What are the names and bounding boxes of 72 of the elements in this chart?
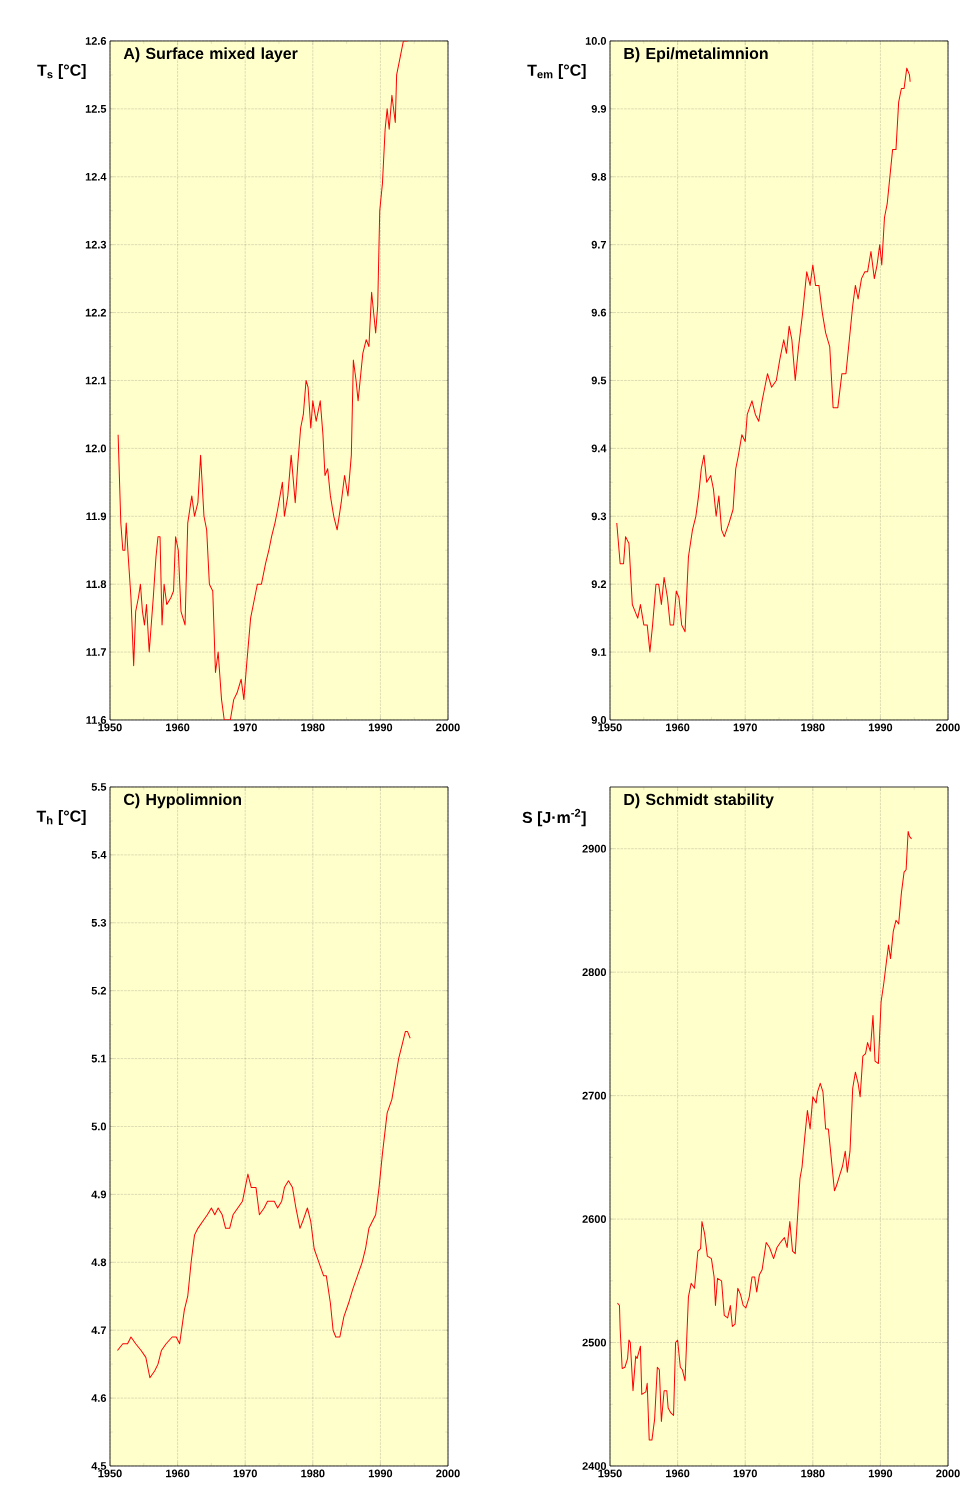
x-tick-label: 1980 xyxy=(801,1469,825,1478)
y-tick-label: 5.3 xyxy=(91,918,107,927)
y-tick-label: 4.8 xyxy=(91,1258,107,1267)
x-tick-label: 2000 xyxy=(936,723,960,732)
y-tick-label: 11.6 xyxy=(86,716,107,724)
y-tick-label: 2400 xyxy=(582,1462,607,1470)
y-tick-label: 2600 xyxy=(582,1215,607,1223)
y-tick-label: 12.6 xyxy=(85,37,107,45)
x-tick-label: 1950 xyxy=(598,1469,622,1478)
y-tick-label: 12.5 xyxy=(85,105,107,113)
y-tick-label: 9.8 xyxy=(591,172,607,181)
y-axis-title: T$_{s}$ [°C] xyxy=(37,64,86,79)
y-tick-label: 5.1 xyxy=(91,1054,107,1063)
y-tick-label: 2900 xyxy=(582,844,607,853)
y-tick-label: 9.4 xyxy=(591,444,607,453)
x-tick-label: 1950 xyxy=(598,723,622,732)
x-tick-label: 1990 xyxy=(868,1469,893,1478)
chart-title: C) Hypolimnion xyxy=(124,793,242,809)
y-tick-label: 4.7 xyxy=(91,1326,106,1334)
x-tick-label: 1970 xyxy=(233,1469,257,1478)
x-tick-label: 1960 xyxy=(166,1469,190,1478)
line-series xyxy=(616,830,913,1441)
y-tick-label: 5.5 xyxy=(91,783,107,791)
x-tick-label: 1980 xyxy=(301,723,325,732)
x-tick-label: 1980 xyxy=(801,723,825,732)
y-tick-label: 9.6 xyxy=(591,308,607,317)
y-tick-label: 4.9 xyxy=(91,1190,107,1199)
x-tick-label: 2000 xyxy=(436,723,460,732)
y-tick-label: 12.3 xyxy=(85,240,107,249)
y-tick-label: 12.0 xyxy=(85,444,107,453)
x-tick-label: 1990 xyxy=(368,723,393,732)
y-tick-label: 11.9 xyxy=(86,512,107,521)
y-tick-label: 12.1 xyxy=(85,376,107,385)
y-tick-label: 12.4 xyxy=(85,172,107,181)
x-tick-label: 1990 xyxy=(868,723,893,732)
chart-title: B) Epi/metalimnion xyxy=(624,47,768,63)
y-tick-label: 10.0 xyxy=(585,37,607,45)
y-tick-label: 2800 xyxy=(582,968,607,977)
y-tick-label: 5.4 xyxy=(91,851,107,859)
y-tick-label: 11.8 xyxy=(86,580,107,589)
x-tick-label: 1970 xyxy=(733,1469,757,1478)
y-tick-label: 11.7 xyxy=(86,648,106,656)
x-tick-label: 1960 xyxy=(666,1469,690,1478)
x-tick-label: 1990 xyxy=(368,1469,393,1478)
y-axis-title: T$_{em}$ [°C] xyxy=(527,64,586,79)
y-axis-title: T$_{h}$ [°C] xyxy=(36,810,86,825)
x-tick-label: 1970 xyxy=(233,723,257,732)
y-tick-label: 5.0 xyxy=(91,1122,107,1131)
y-tick-label: 2700 xyxy=(582,1091,607,1100)
x-tick-label: 2000 xyxy=(436,1469,460,1478)
y-tick-label: 9.0 xyxy=(591,716,607,724)
chart-title: D) Schmidt stability xyxy=(624,793,774,809)
y-tick-label: 5.2 xyxy=(91,986,107,995)
y-tick-label: 9.9 xyxy=(591,105,607,113)
y-tick-label: 4.6 xyxy=(91,1394,107,1402)
y-tick-label: 9.7 xyxy=(591,240,607,249)
y-tick-label: 9.5 xyxy=(591,376,607,385)
x-tick-label: 1960 xyxy=(666,723,690,732)
y-tick-label: 9.3 xyxy=(591,512,607,521)
y-tick-label: 4.5 xyxy=(91,1462,107,1470)
y-tick-label: 9.1 xyxy=(591,648,607,656)
y-tick-label: 2500 xyxy=(582,1338,607,1347)
y-tick-label: 12.2 xyxy=(85,308,107,317)
x-tick-label: 1950 xyxy=(98,1469,122,1478)
y-axis-title: S [J·m$^{-2}$] xyxy=(522,808,586,827)
chart-title: A) Surface mixed layer xyxy=(123,47,298,63)
x-tick-label: 2000 xyxy=(936,1469,960,1478)
x-tick-label: 1980 xyxy=(301,1469,325,1478)
x-tick-label: 1950 xyxy=(98,723,122,732)
x-tick-label: 1970 xyxy=(733,723,757,732)
y-tick-label: 9.2 xyxy=(591,580,607,589)
x-tick-label: 1960 xyxy=(166,723,190,732)
